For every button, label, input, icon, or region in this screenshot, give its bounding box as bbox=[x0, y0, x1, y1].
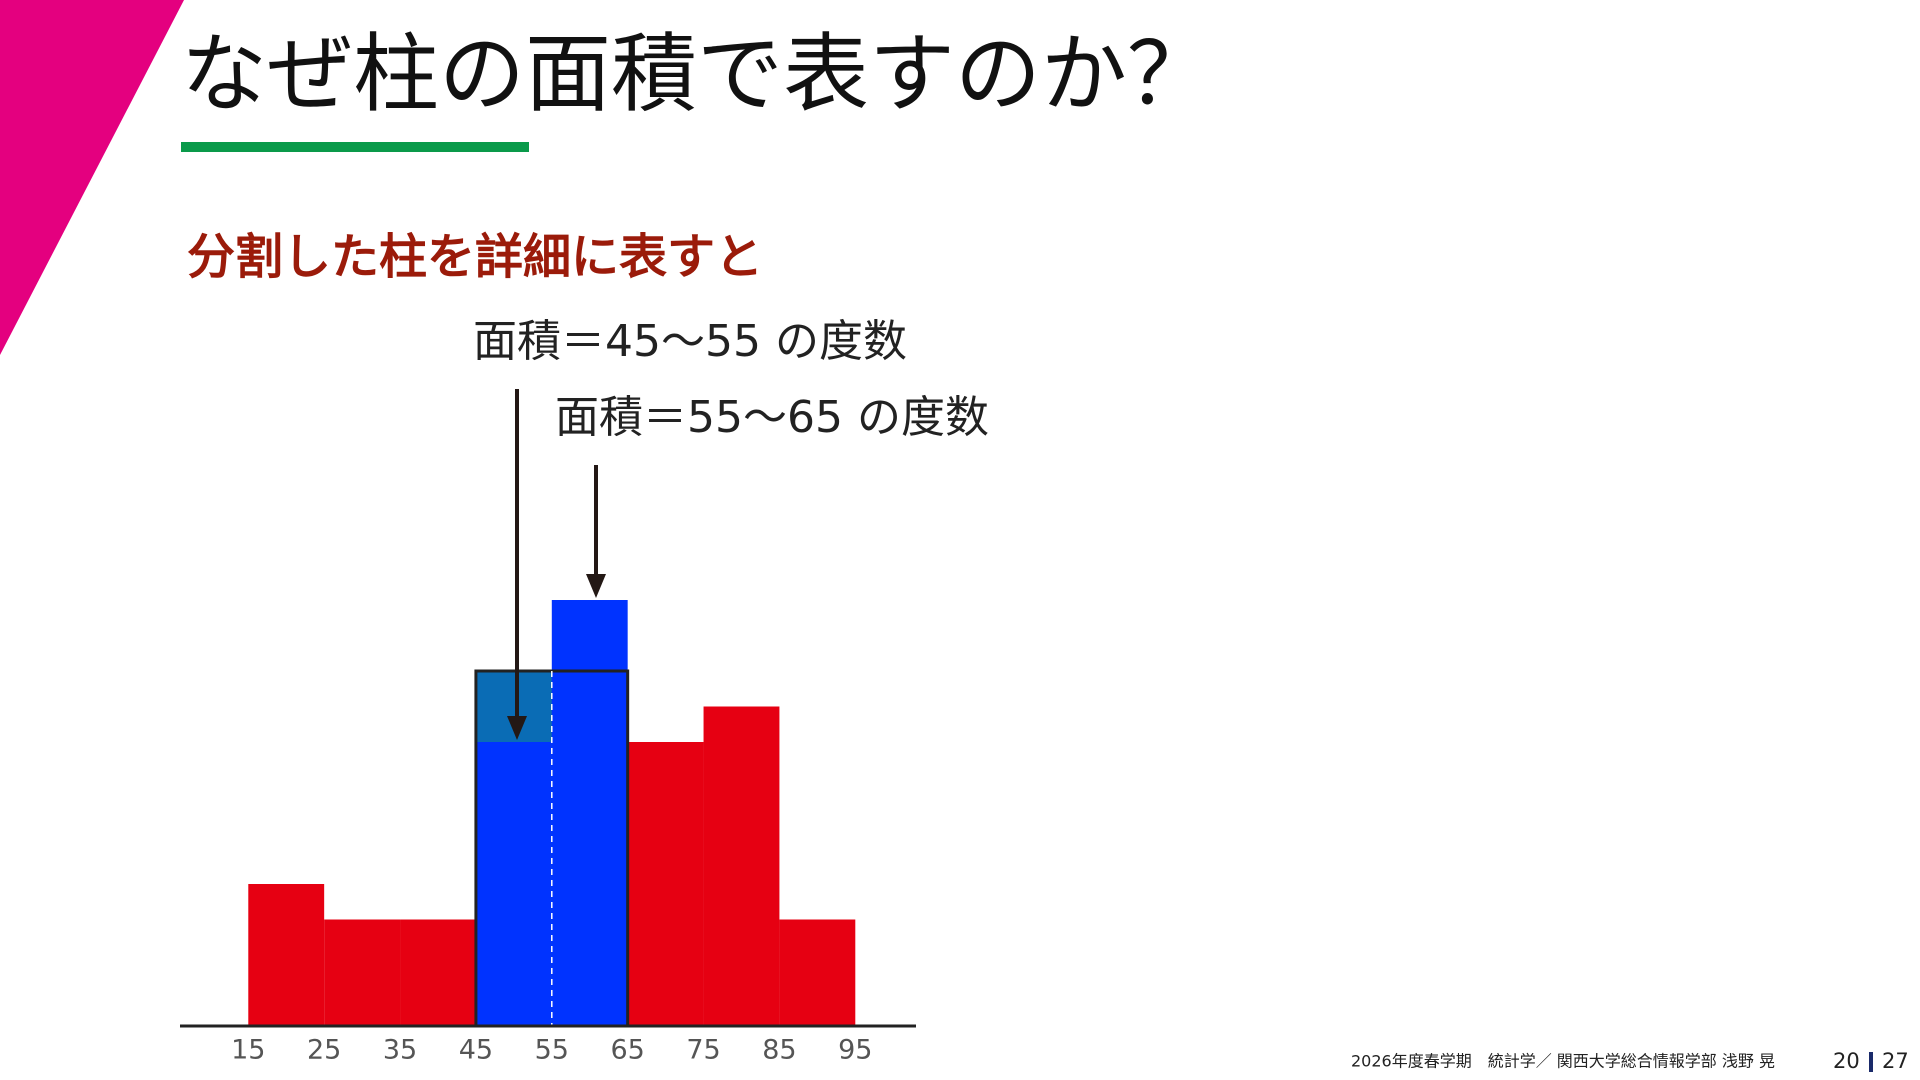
bar bbox=[475, 742, 552, 1026]
bar bbox=[627, 742, 704, 1026]
x-tick-label: 35 bbox=[383, 1035, 417, 1066]
x-tick-label: 85 bbox=[762, 1035, 796, 1066]
arrow-head bbox=[507, 716, 527, 740]
subtitle: 分割した柱を詳細に表すと bbox=[187, 229, 763, 285]
annotation: 面積＝45〜55 の度数 bbox=[473, 316, 907, 367]
annotation: 面積＝55〜65 の度数 bbox=[555, 392, 989, 443]
bar bbox=[703, 706, 780, 1026]
bar bbox=[400, 919, 476, 1026]
x-tick-label: 65 bbox=[610, 1035, 644, 1066]
page-number: 20 bbox=[1833, 1049, 1860, 1073]
title-underline bbox=[181, 142, 529, 152]
page-separator bbox=[1869, 1052, 1873, 1072]
x-tick-label: 75 bbox=[686, 1035, 720, 1066]
x-tick-label: 45 bbox=[459, 1035, 493, 1066]
x-tick-label: 95 bbox=[838, 1035, 872, 1066]
bar bbox=[779, 919, 856, 1026]
x-tick-label: 15 bbox=[231, 1035, 265, 1066]
bar bbox=[248, 884, 325, 1026]
corner-decoration bbox=[0, 0, 184, 355]
bar bbox=[551, 600, 628, 1026]
arrow-head bbox=[586, 574, 606, 598]
x-tick-label: 55 bbox=[535, 1035, 569, 1066]
footer-course: 2026年度春学期 統計学／ 関西大学総合情報学部 浅野 晃 bbox=[1351, 1052, 1775, 1071]
page-total: 27 bbox=[1882, 1049, 1909, 1073]
slide-title: なぜ柱の面積で表すのか？ bbox=[181, 24, 1213, 124]
bar bbox=[324, 919, 401, 1026]
x-tick-label: 25 bbox=[307, 1035, 341, 1066]
